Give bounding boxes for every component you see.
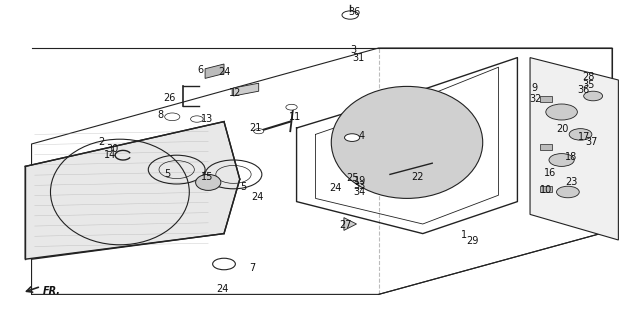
Text: 26: 26	[163, 92, 175, 103]
Text: 23: 23	[565, 177, 577, 187]
Text: 22: 22	[411, 172, 424, 182]
Text: 3: 3	[350, 44, 357, 55]
Polygon shape	[540, 96, 552, 102]
Text: 25: 25	[346, 173, 358, 183]
Text: 20: 20	[557, 124, 569, 134]
Text: 5: 5	[240, 182, 246, 192]
Text: 24: 24	[218, 67, 230, 77]
Text: 35: 35	[582, 80, 595, 90]
Circle shape	[569, 129, 592, 140]
Text: 11: 11	[289, 112, 302, 122]
Text: 36: 36	[348, 7, 361, 17]
Text: 4: 4	[358, 131, 365, 141]
Text: 16: 16	[544, 168, 557, 178]
Text: 34: 34	[353, 187, 366, 197]
Circle shape	[213, 258, 235, 270]
Text: 31: 31	[352, 52, 365, 63]
Text: 24: 24	[329, 183, 342, 193]
Text: 32: 32	[529, 94, 541, 104]
Text: 19: 19	[353, 176, 366, 186]
Text: 24: 24	[251, 192, 264, 202]
Text: 8: 8	[158, 109, 164, 120]
Text: 12: 12	[228, 88, 241, 98]
Text: 17: 17	[577, 132, 590, 142]
Text: FR.: FR.	[43, 286, 61, 296]
Text: 5: 5	[164, 169, 170, 180]
Circle shape	[191, 116, 203, 122]
Text: 2: 2	[98, 137, 104, 148]
Text: 28: 28	[582, 72, 595, 83]
Text: 27: 27	[339, 220, 352, 230]
Polygon shape	[344, 218, 357, 230]
Polygon shape	[530, 58, 618, 240]
Text: 1: 1	[461, 230, 467, 240]
Text: 37: 37	[586, 137, 598, 148]
Text: 24: 24	[216, 284, 228, 294]
Text: 15: 15	[201, 172, 213, 182]
Circle shape	[546, 104, 577, 120]
Text: 14: 14	[104, 150, 117, 160]
Text: 33: 33	[353, 181, 366, 191]
Text: 36: 36	[577, 84, 589, 95]
Text: 10: 10	[540, 185, 552, 196]
Circle shape	[345, 134, 360, 141]
Circle shape	[165, 113, 180, 121]
Text: 30: 30	[106, 144, 119, 154]
Circle shape	[557, 186, 579, 198]
Polygon shape	[25, 122, 240, 259]
Text: 7: 7	[249, 263, 256, 273]
Polygon shape	[540, 186, 552, 192]
Circle shape	[584, 91, 603, 101]
Circle shape	[286, 104, 297, 110]
Text: 18: 18	[565, 152, 577, 162]
Text: 9: 9	[531, 83, 538, 93]
Polygon shape	[233, 83, 259, 96]
Circle shape	[342, 11, 358, 19]
Text: 21: 21	[249, 123, 262, 133]
Text: 6: 6	[198, 65, 204, 75]
Text: 29: 29	[466, 236, 478, 246]
Text: 13: 13	[201, 114, 213, 124]
Polygon shape	[205, 64, 224, 78]
Ellipse shape	[331, 86, 483, 198]
Circle shape	[254, 129, 264, 134]
Circle shape	[549, 154, 574, 166]
Polygon shape	[540, 144, 552, 150]
Ellipse shape	[196, 174, 221, 190]
